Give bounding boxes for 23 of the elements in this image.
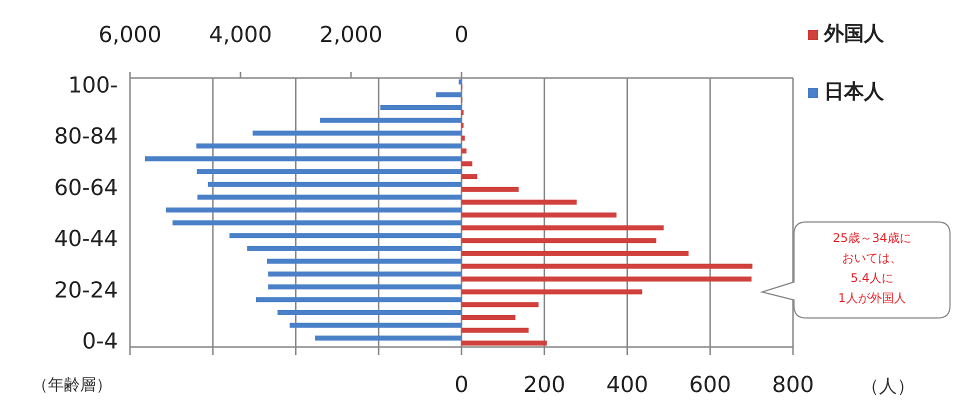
- y-tick-label: 20-24: [54, 278, 118, 304]
- x2-tick-label: 6,000: [98, 23, 162, 48]
- x-tick-label: 200: [523, 373, 566, 398]
- x2-tick-label: 0: [454, 23, 468, 48]
- x-tick-label: 0: [454, 373, 468, 398]
- text: おいては、: [842, 251, 902, 265]
- x-tick-label: 800: [772, 373, 814, 398]
- text: 25歳～34歳に: [832, 231, 912, 245]
- legend-label: 日本人: [824, 79, 885, 103]
- legend-label: 外国人: [823, 21, 885, 45]
- y-tick-label: 80-84: [54, 124, 118, 150]
- x-axis-title: （人）: [861, 376, 915, 397]
- x-tick-label: 600: [689, 373, 732, 398]
- y-tick-label: 0-4: [82, 330, 118, 355]
- y-tick-label: 40-44: [54, 227, 118, 252]
- text: 5.4人に: [850, 271, 894, 285]
- y-tick-label: 100-: [68, 73, 118, 98]
- text: 1人が外国人: [838, 291, 906, 305]
- y-axis-title: （年齢層）: [32, 375, 112, 394]
- x-tick-label: 400: [606, 373, 648, 398]
- y-tick-label: 60-64: [54, 176, 118, 201]
- x2-tick-label: 2,000: [320, 23, 382, 48]
- x2-tick-label: 4,000: [209, 23, 272, 48]
